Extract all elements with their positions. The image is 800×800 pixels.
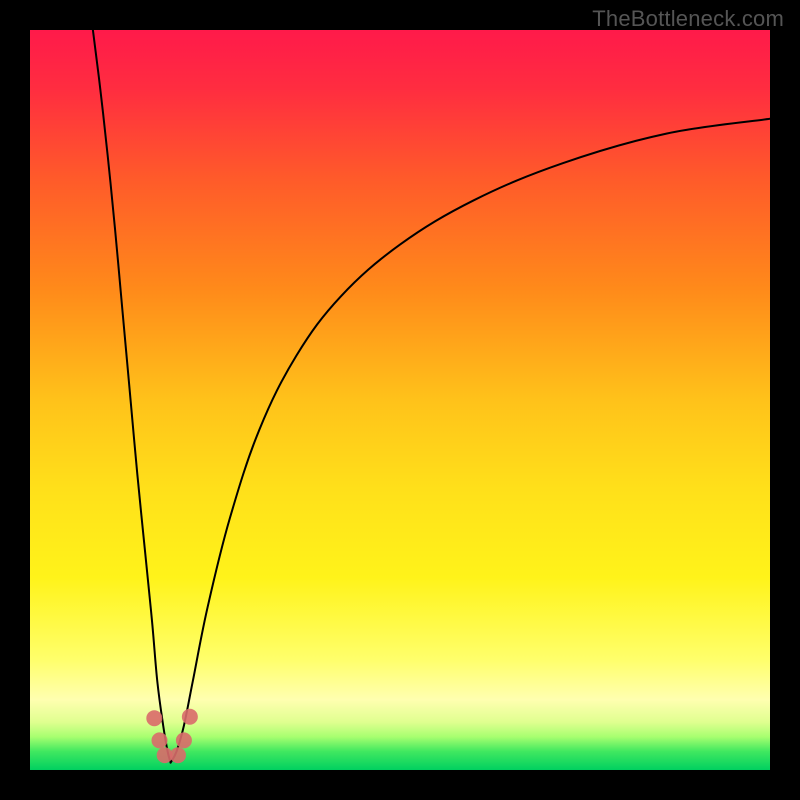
chart-area — [30, 30, 770, 770]
watermark-text: TheBottleneck.com — [592, 6, 784, 32]
marker-dot — [170, 747, 186, 763]
marker-dot — [176, 732, 192, 748]
marker-dot — [182, 709, 198, 725]
marker-dot — [146, 710, 162, 726]
marker-dot — [152, 732, 168, 748]
bottleneck-curve-chart — [30, 30, 770, 770]
outer-frame: TheBottleneck.com — [0, 0, 800, 800]
gradient-background — [30, 30, 770, 770]
